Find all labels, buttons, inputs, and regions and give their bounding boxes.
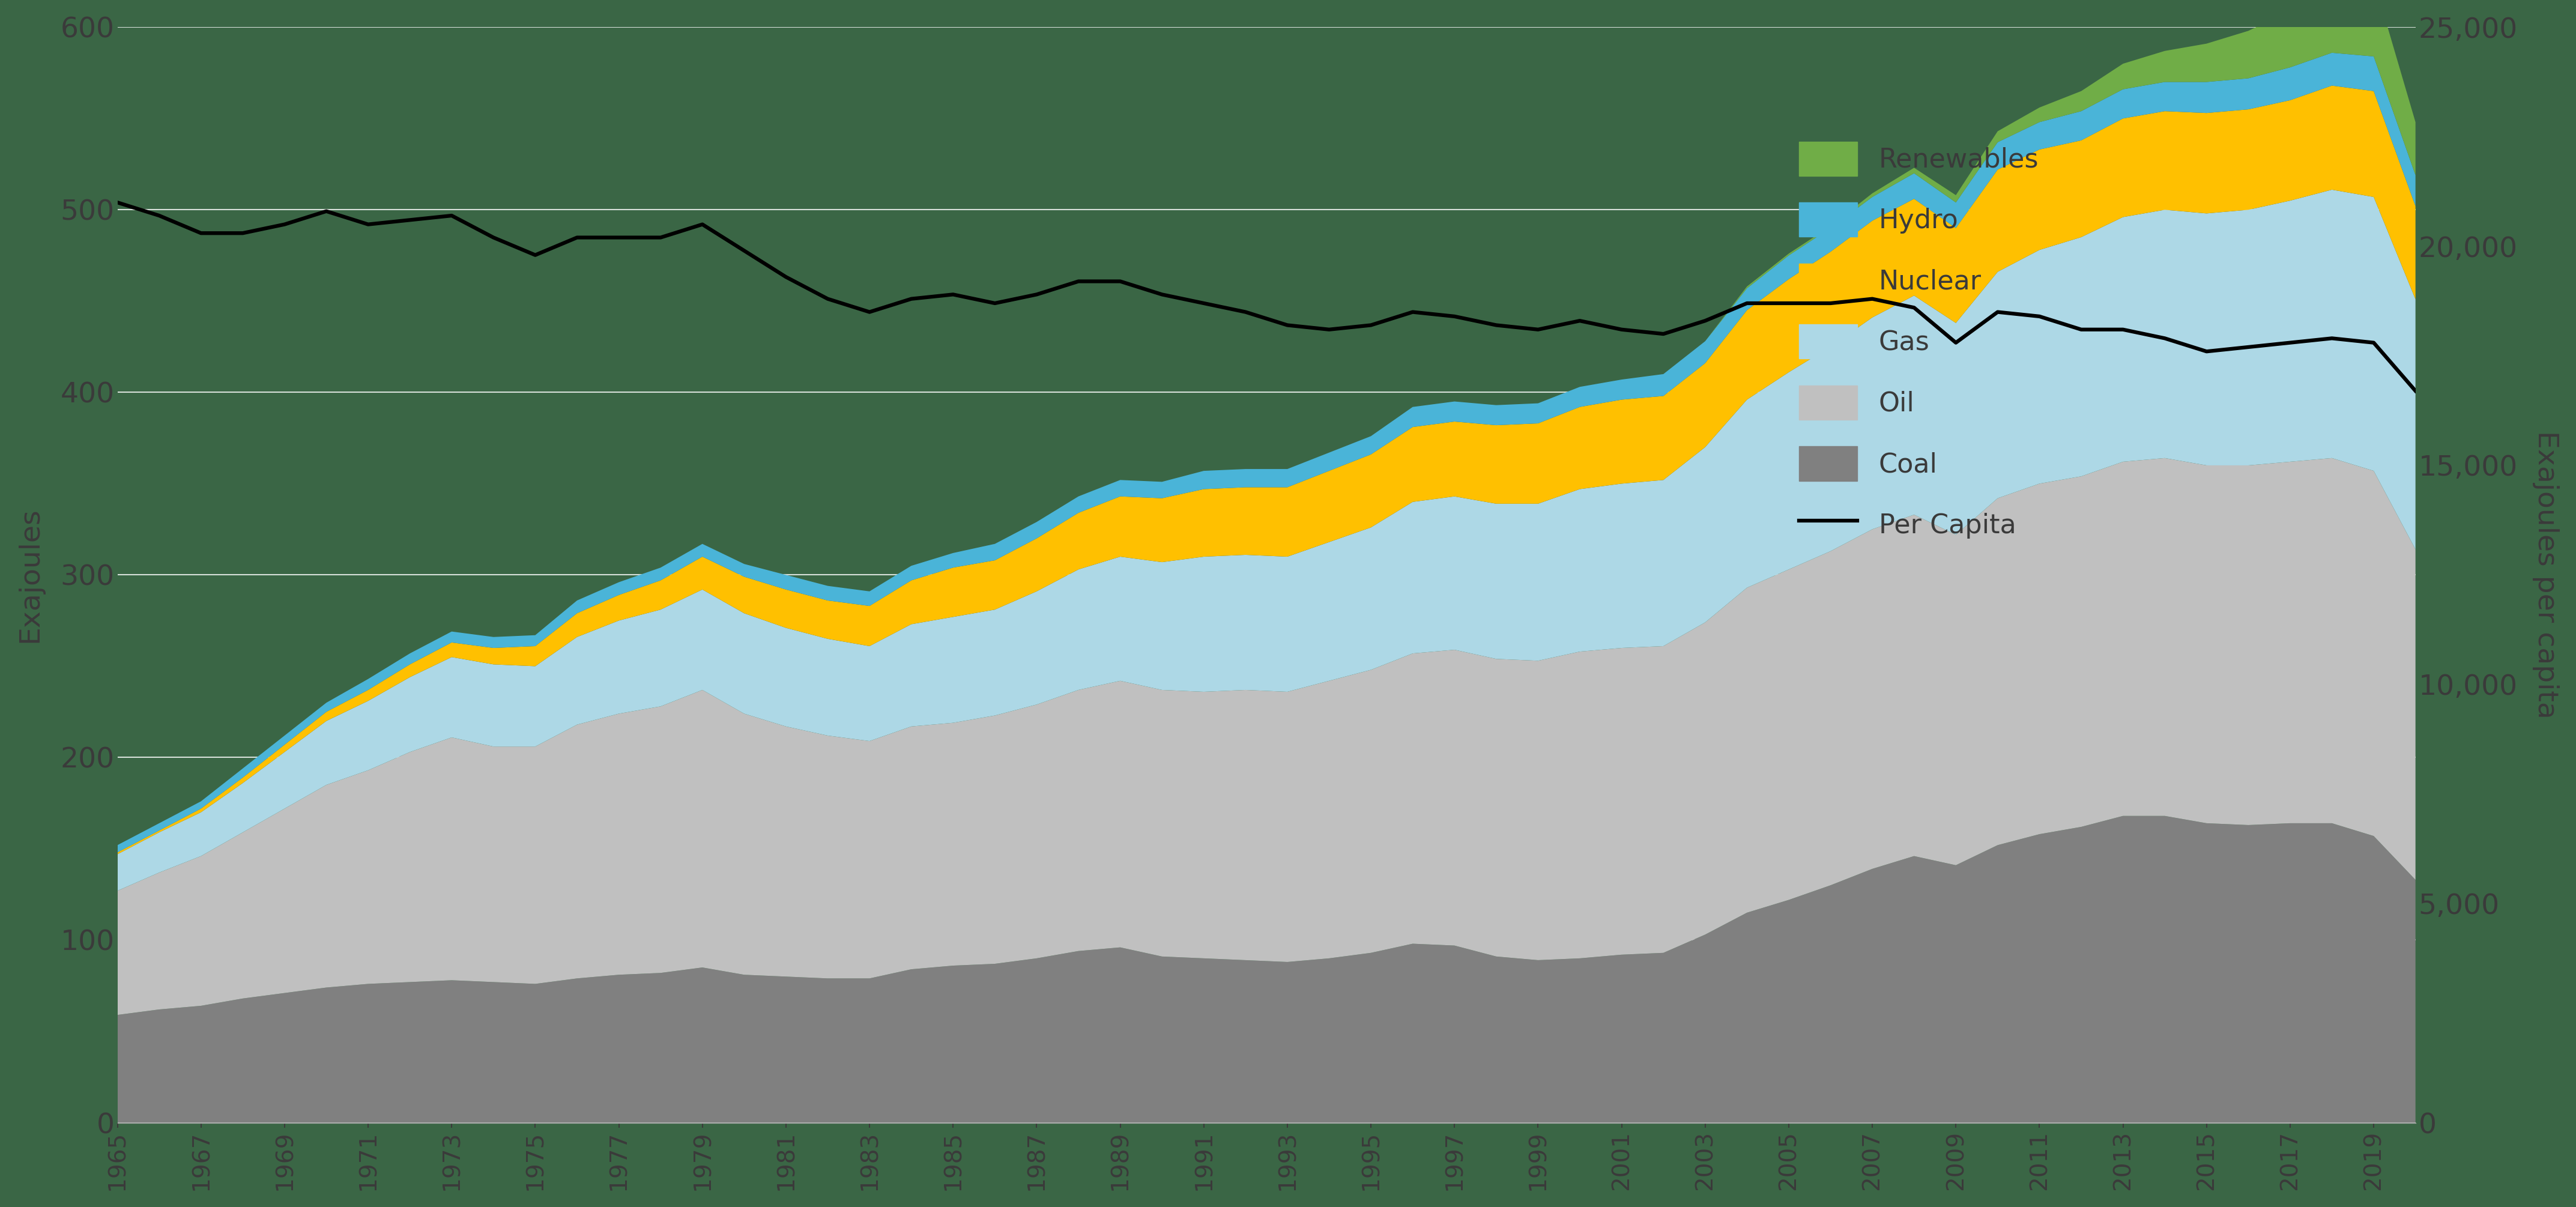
- Y-axis label: Exajoules per capita: Exajoules per capita: [2532, 431, 2561, 719]
- Y-axis label: Exajoules: Exajoules: [15, 507, 44, 642]
- Legend: Renewables, Hydro, Nuclear, Gas, Oil, Coal, Per Capita: Renewables, Hydro, Nuclear, Gas, Oil, Co…: [1785, 128, 2053, 555]
